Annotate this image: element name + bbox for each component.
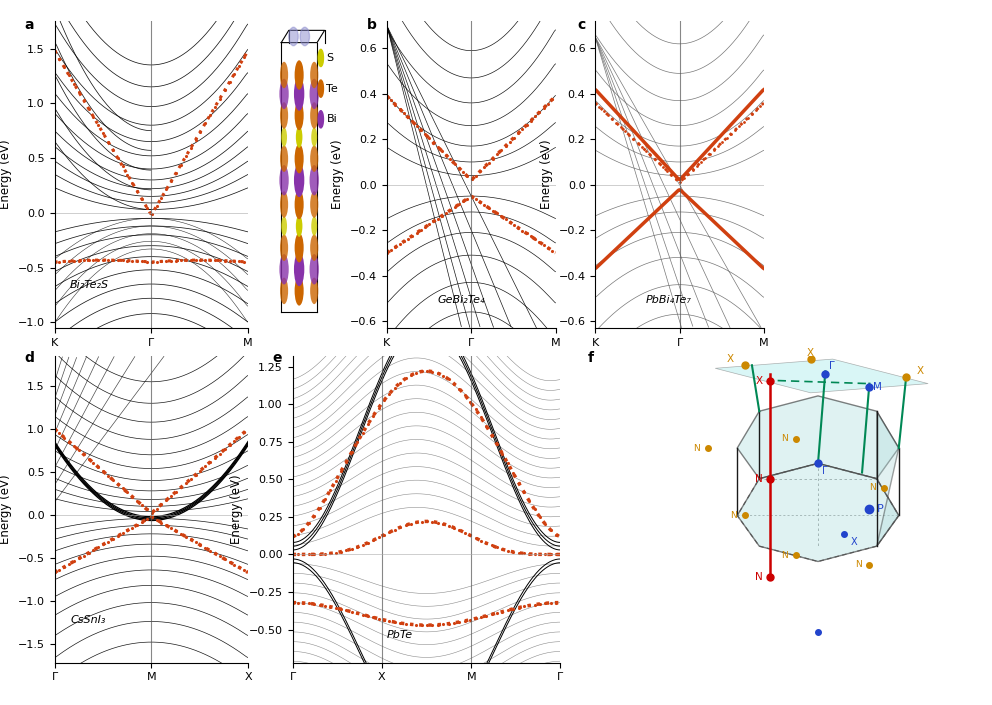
Text: e: e (273, 351, 283, 365)
Text: N: N (782, 434, 788, 443)
Text: N: N (755, 474, 763, 484)
Ellipse shape (301, 27, 310, 46)
Y-axis label: Energy (eV): Energy (eV) (331, 140, 344, 209)
Polygon shape (877, 411, 899, 546)
Circle shape (280, 278, 288, 304)
Circle shape (280, 102, 288, 129)
Text: f: f (587, 351, 593, 365)
Circle shape (280, 145, 288, 172)
Circle shape (294, 77, 305, 111)
Circle shape (310, 145, 318, 172)
Text: X: X (756, 376, 763, 386)
Text: CsSnI₃: CsSnI₃ (70, 615, 105, 625)
Circle shape (295, 233, 304, 262)
Polygon shape (737, 396, 899, 479)
Circle shape (280, 235, 288, 261)
Circle shape (318, 49, 323, 66)
Text: N: N (693, 443, 700, 453)
Text: Bi: Bi (326, 114, 337, 124)
Y-axis label: Energy (eV): Energy (eV) (540, 140, 553, 209)
Text: X: X (807, 348, 814, 358)
Text: N: N (730, 511, 737, 520)
Circle shape (311, 216, 317, 235)
Polygon shape (737, 463, 899, 561)
Circle shape (295, 101, 304, 130)
Circle shape (294, 164, 305, 197)
Text: X: X (726, 354, 733, 364)
Text: Te: Te (326, 84, 338, 94)
Circle shape (280, 165, 289, 195)
Circle shape (280, 254, 289, 285)
Text: P: P (877, 504, 884, 515)
Circle shape (310, 102, 318, 129)
Circle shape (280, 62, 288, 88)
Circle shape (310, 62, 318, 88)
Circle shape (310, 235, 318, 261)
Text: d: d (25, 351, 35, 365)
Polygon shape (715, 359, 929, 393)
Text: M: M (873, 381, 882, 392)
Circle shape (295, 61, 304, 90)
Circle shape (295, 144, 304, 173)
Circle shape (281, 216, 287, 235)
Circle shape (280, 79, 289, 109)
Text: N: N (869, 484, 876, 492)
Circle shape (281, 128, 287, 147)
Text: a: a (25, 18, 35, 32)
Y-axis label: Energy (eV): Energy (eV) (0, 474, 12, 544)
Circle shape (294, 252, 305, 286)
Text: GeBi₂Te₄: GeBi₂Te₄ (437, 295, 485, 305)
Text: X: X (917, 367, 925, 376)
Circle shape (310, 254, 318, 285)
Circle shape (296, 126, 303, 148)
Text: Bi₂Te₂S: Bi₂Te₂S (70, 280, 109, 290)
Text: S: S (326, 53, 333, 63)
Circle shape (310, 79, 318, 109)
Text: N: N (755, 572, 763, 582)
Circle shape (295, 190, 304, 219)
Y-axis label: Energy (eV): Energy (eV) (0, 140, 12, 209)
Circle shape (310, 191, 318, 218)
Y-axis label: Energy (eV): Energy (eV) (230, 474, 243, 544)
Circle shape (311, 128, 317, 147)
Circle shape (295, 276, 304, 306)
Circle shape (310, 165, 318, 195)
Text: Γ: Γ (821, 467, 827, 477)
Circle shape (318, 80, 323, 97)
Text: N: N (782, 551, 788, 560)
Text: PbTe: PbTe (386, 630, 413, 640)
Text: c: c (577, 18, 585, 32)
Text: PbBi₄Te₇: PbBi₄Te₇ (646, 295, 691, 305)
Circle shape (318, 111, 323, 128)
Circle shape (296, 216, 303, 237)
Text: Γ: Γ (829, 362, 834, 372)
Text: N: N (855, 560, 861, 569)
Text: b: b (367, 18, 377, 32)
Ellipse shape (289, 27, 299, 46)
Text: X: X (851, 537, 858, 547)
Circle shape (310, 278, 318, 304)
Circle shape (280, 191, 288, 218)
